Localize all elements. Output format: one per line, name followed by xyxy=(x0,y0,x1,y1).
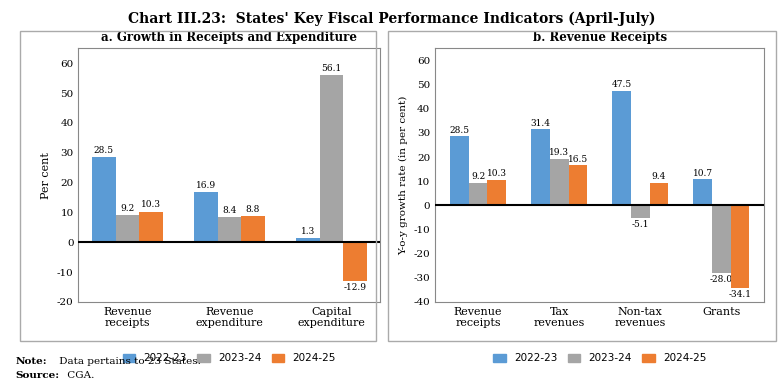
Y-axis label: Y-o-y growth rate (in per cent): Y-o-y growth rate (in per cent) xyxy=(399,96,408,255)
Text: -34.1: -34.1 xyxy=(728,289,752,298)
Bar xyxy=(93,157,115,242)
Text: 9.4: 9.4 xyxy=(652,172,666,181)
Title: a. Growth in Receipts and Expenditure: a. Growth in Receipts and Expenditure xyxy=(101,31,358,45)
Bar xyxy=(469,183,488,205)
Text: 19.3: 19.3 xyxy=(550,148,569,157)
Text: 9.2: 9.2 xyxy=(120,204,134,213)
Text: 1.3: 1.3 xyxy=(301,227,315,236)
Text: Chart III.23:  States' Key Fiscal Performance Indicators (April-July): Chart III.23: States' Key Fiscal Perform… xyxy=(129,12,655,26)
Title: b. Revenue Receipts: b. Revenue Receipts xyxy=(532,31,667,45)
Text: 56.1: 56.1 xyxy=(321,64,342,73)
Text: 10.7: 10.7 xyxy=(693,168,713,178)
Text: Note:: Note: xyxy=(16,357,47,366)
Text: 31.4: 31.4 xyxy=(531,118,550,128)
Text: Data pertains to 23 States.: Data pertains to 23 States. xyxy=(56,357,201,366)
Text: -12.9: -12.9 xyxy=(343,283,366,292)
Bar xyxy=(650,183,668,205)
Text: 28.5: 28.5 xyxy=(449,125,470,135)
Legend: 2022-23, 2023-24, 2024-25: 2022-23, 2023-24, 2024-25 xyxy=(118,349,340,368)
Text: 47.5: 47.5 xyxy=(612,80,632,89)
Bar xyxy=(568,166,587,205)
Text: 10.3: 10.3 xyxy=(487,170,506,178)
Bar xyxy=(612,91,631,205)
Text: 16.9: 16.9 xyxy=(196,181,216,190)
Text: -28.0: -28.0 xyxy=(710,275,733,284)
Bar xyxy=(694,180,712,205)
Y-axis label: Per cent: Per cent xyxy=(42,152,51,199)
Text: 9.2: 9.2 xyxy=(471,172,485,181)
Bar xyxy=(343,242,367,281)
Text: -5.1: -5.1 xyxy=(632,219,649,229)
Bar xyxy=(139,212,162,242)
Text: Source:: Source: xyxy=(16,371,60,380)
Text: 16.5: 16.5 xyxy=(568,154,588,164)
Text: 10.3: 10.3 xyxy=(141,200,161,209)
Bar xyxy=(194,192,218,242)
Bar xyxy=(241,216,264,242)
Bar xyxy=(532,130,550,205)
Text: 8.8: 8.8 xyxy=(245,205,260,214)
Bar xyxy=(488,180,506,205)
Bar xyxy=(218,217,241,242)
Bar xyxy=(712,205,731,273)
Bar xyxy=(450,137,469,205)
Bar xyxy=(320,75,343,242)
Text: CGA.: CGA. xyxy=(64,371,95,380)
Bar xyxy=(296,238,320,242)
Bar xyxy=(550,159,568,205)
Text: 8.4: 8.4 xyxy=(222,206,237,215)
Text: 28.5: 28.5 xyxy=(94,146,114,155)
Bar xyxy=(731,205,750,288)
Bar xyxy=(631,205,650,217)
Legend: 2022-23, 2023-24, 2024-25: 2022-23, 2023-24, 2024-25 xyxy=(489,349,710,368)
Bar xyxy=(115,215,139,242)
